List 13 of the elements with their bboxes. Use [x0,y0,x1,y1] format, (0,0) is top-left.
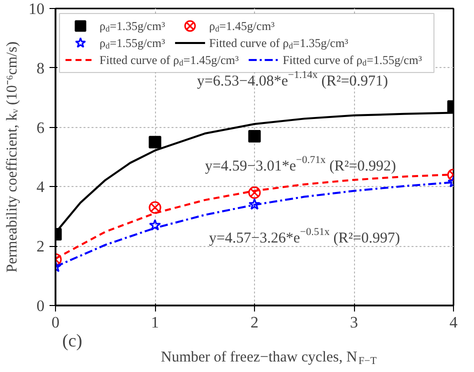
text: (c) [62,330,82,350]
y-tick-label: 0 [36,298,44,315]
y-axis-title: Permeability coefficient, kᵥ (10⁻⁶cm/s) [4,42,20,272]
y-tick-label: 2 [36,238,44,256]
x-tick-label: 3 [350,314,358,332]
y-tick-label: 8 [36,60,44,78]
x-tick-label: 0 [52,314,60,332]
y-tick-label: 4 [36,179,44,196]
x-tick-label: 4 [450,314,458,332]
x-tick-label: 2 [250,314,258,332]
y-tick-label: 10 [28,1,44,18]
x-tick-label: 1 [151,314,159,332]
y-tick-label: 6 [36,120,44,137]
